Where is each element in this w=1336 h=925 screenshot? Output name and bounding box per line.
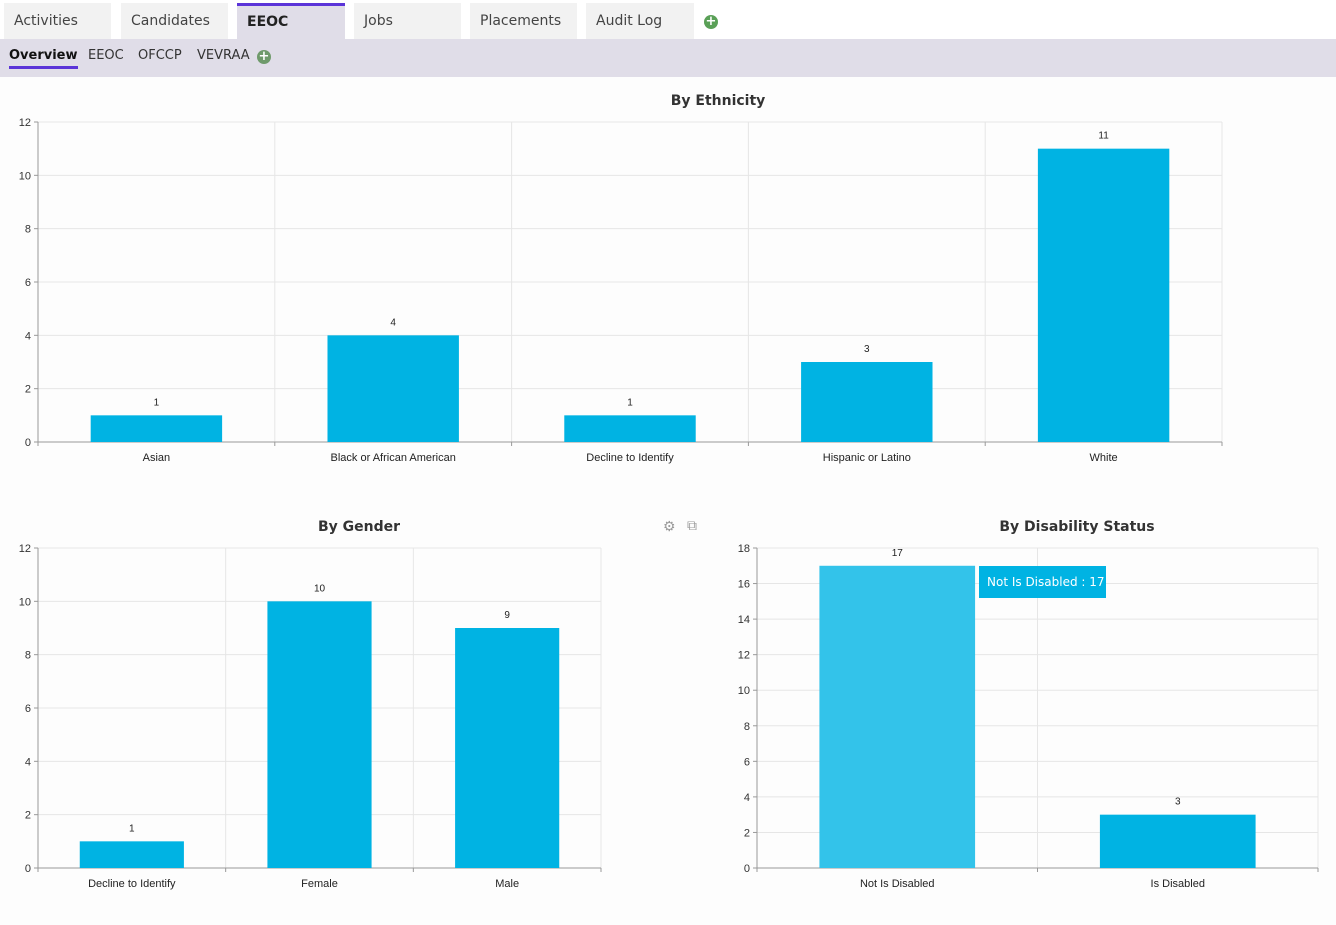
y-tick-label: 8 <box>744 721 750 733</box>
top-tab-bar: Activities Candidates EEOC Jobs Placemen… <box>0 0 1336 39</box>
y-tick-label: 12 <box>738 650 750 662</box>
bar <box>90 415 223 442</box>
x-tick-label: Female <box>301 878 338 890</box>
y-tick-label: 12 <box>19 543 31 555</box>
add-subtab-icon[interactable]: + <box>257 49 271 64</box>
y-tick-label: 6 <box>744 756 750 768</box>
y-tick-label: 4 <box>25 756 31 768</box>
bar <box>455 628 560 868</box>
x-tick-label: Decline to Identify <box>88 878 176 890</box>
subtab-eeoc[interactable]: EEOC <box>88 48 124 63</box>
x-tick-label: Male <box>495 878 519 890</box>
data-label: 17 <box>892 548 904 559</box>
chart-tooltip: Not Is Disabled : 17 <box>979 566 1106 598</box>
y-tick-label: 18 <box>738 543 750 555</box>
chart-title: By Gender <box>318 519 400 535</box>
data-label: 11 <box>1098 131 1109 142</box>
y-tick-label: 10 <box>19 170 31 182</box>
y-tick-label: 8 <box>25 650 31 662</box>
y-tick-label: 4 <box>744 792 750 804</box>
data-label: 9 <box>504 610 510 621</box>
tab-activities[interactable]: Activities <box>4 3 111 39</box>
tab-audit-log[interactable]: Audit Log <box>586 3 694 39</box>
bar <box>1037 148 1170 442</box>
chart-title: By Disability Status <box>999 519 1154 535</box>
x-tick-label: Not Is Disabled <box>860 878 935 890</box>
y-tick-label: 8 <box>25 224 31 236</box>
chart-0: By Ethnicity 0 2 4 6 8 10 12 1 Asian 4 Black or Afr… <box>19 93 1223 464</box>
data-label: 1 <box>627 397 633 408</box>
data-label: 1 <box>129 823 135 834</box>
bar <box>1099 814 1256 868</box>
x-tick-label: White <box>1090 452 1118 464</box>
bar <box>801 362 933 442</box>
tab-candidates[interactable]: Candidates <box>121 3 228 39</box>
subtab-ofccp[interactable]: OFCCP <box>138 48 182 63</box>
tab-eeoc[interactable]: EEOC <box>237 3 345 39</box>
data-label: 10 <box>314 583 326 594</box>
tab-jobs[interactable]: Jobs <box>354 3 461 39</box>
external-link-icon[interactable]: ⧉ <box>687 517 697 533</box>
x-tick-label: Hispanic or Latino <box>823 452 911 464</box>
y-tick-label: 10 <box>738 685 750 697</box>
y-tick-label: 2 <box>25 384 31 396</box>
data-label: 3 <box>1175 797 1181 808</box>
y-tick-label: 6 <box>25 277 31 289</box>
bar <box>819 565 976 868</box>
add-tab-icon[interactable]: + <box>704 14 718 29</box>
subtab-overview[interactable]: Overview <box>9 48 78 69</box>
y-tick-label: 6 <box>25 703 31 715</box>
subtab-vevraa[interactable]: VEVRAA <box>197 48 250 63</box>
y-tick-label: 0 <box>744 863 750 875</box>
y-tick-label: 12 <box>19 117 31 129</box>
x-tick-label: Decline to Identify <box>586 452 674 464</box>
bar <box>267 601 372 868</box>
y-tick-label: 0 <box>25 437 31 449</box>
y-tick-label: 16 <box>738 579 750 591</box>
sub-tab-bar: Overview EEOC OFCCP VEVRAA + <box>0 39 1336 77</box>
data-label: 3 <box>864 344 870 355</box>
gears-icon[interactable]: ⚙ <box>663 518 676 534</box>
tab-placements[interactable]: Placements <box>470 3 577 39</box>
y-tick-label: 0 <box>25 863 31 875</box>
x-tick-label: Black or African American <box>331 452 456 464</box>
x-tick-label: Is Disabled <box>1151 878 1205 890</box>
y-tick-label: 2 <box>744 827 750 839</box>
y-tick-label: 4 <box>25 330 31 342</box>
data-label: 4 <box>390 317 396 328</box>
data-label: 1 <box>154 397 160 408</box>
y-tick-label: 10 <box>19 596 31 608</box>
chart-1: By Gender 0 2 4 6 8 10 12 1 Decline to Identify 10… <box>19 519 602 890</box>
x-tick-label: Asian <box>143 452 171 464</box>
y-tick-label: 14 <box>738 614 750 626</box>
bar <box>79 841 184 868</box>
y-tick-label: 2 <box>25 810 31 822</box>
bar <box>564 415 696 442</box>
chart-title: By Ethnicity <box>671 93 766 109</box>
bar <box>327 335 459 442</box>
